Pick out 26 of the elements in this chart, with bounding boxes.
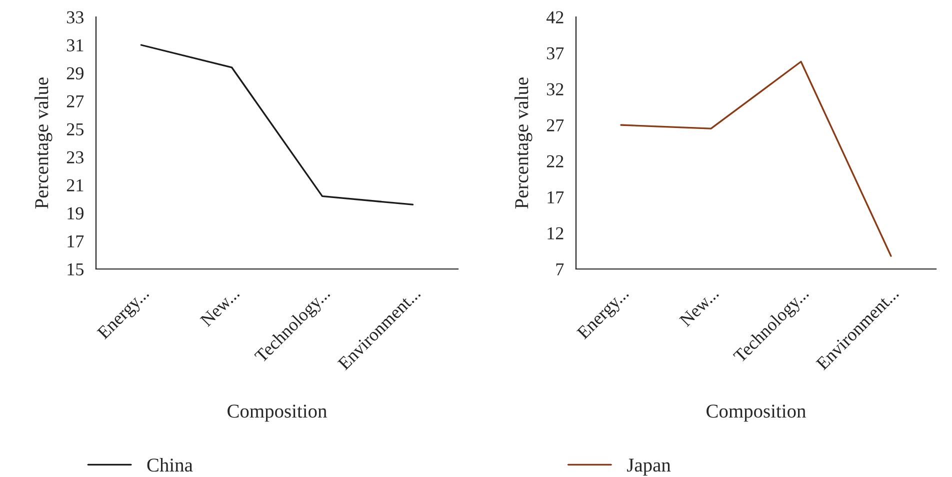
- y-tick-label: 23: [66, 151, 84, 164]
- y-tick-label: 29: [66, 67, 84, 80]
- y-tick-label: 22: [546, 155, 564, 168]
- y-tick-label: 19: [68, 207, 84, 220]
- legend-label: China: [147, 458, 193, 472]
- y-tick-label: 27: [546, 119, 564, 132]
- y-tick-label: 37: [547, 47, 564, 60]
- x-axis-title: Composition: [706, 404, 806, 422]
- y-tick-label: 17: [548, 191, 564, 204]
- y-tick-label: 21: [66, 179, 84, 192]
- y-tick-label: 33: [67, 11, 84, 24]
- line-series: [140, 44, 414, 206]
- y-tick-label: 42: [546, 11, 564, 24]
- line-series: [620, 60, 892, 257]
- y-tick-label: 15: [68, 263, 84, 276]
- y-axis-title: Percentage value: [514, 78, 532, 209]
- y-tick-label: 25: [66, 123, 84, 136]
- y-tick-label: 27: [66, 95, 84, 108]
- y-tick-label: 17: [68, 235, 84, 248]
- legend-label: Japan: [627, 458, 671, 476]
- y-tick-label: 7: [556, 263, 564, 276]
- y-tick-label: 31: [67, 39, 84, 52]
- y-tick-label: 12: [548, 227, 564, 240]
- y-axis-title: Percentage value: [34, 78, 52, 209]
- y-tick-label: 32: [547, 83, 564, 96]
- x-axis-title: Composition: [228, 404, 327, 422]
